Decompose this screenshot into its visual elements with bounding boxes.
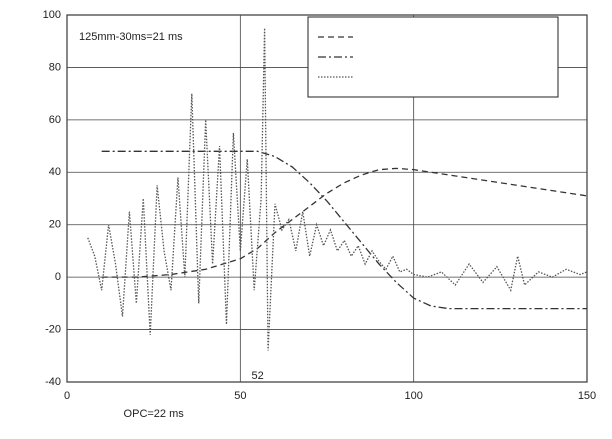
series-line	[101, 150, 587, 310]
y-tick-label: 80	[49, 61, 61, 73]
x-tick-label: 150	[578, 390, 596, 402]
y-tick-label: 40	[49, 166, 61, 178]
legend-box	[307, 16, 559, 98]
series-line	[101, 167, 588, 278]
x-tick-label: 100	[404, 390, 422, 402]
y-tick-label: 100	[43, 9, 61, 21]
y-tick-label: 0	[55, 271, 61, 283]
annotation: OPC=22 ms	[124, 408, 185, 420]
annotation: 52	[252, 370, 264, 382]
annotation: 125mm-30ms=21 ms	[79, 31, 183, 43]
y-tick-label: -40	[45, 376, 61, 388]
series-line	[87, 28, 588, 351]
y-tick-label: 60	[49, 114, 61, 126]
x-tick-label: 50	[234, 390, 246, 402]
y-tick-label: -20	[45, 323, 61, 335]
y-tick-label: 20	[49, 219, 61, 231]
x-tick-label: 0	[64, 390, 70, 402]
